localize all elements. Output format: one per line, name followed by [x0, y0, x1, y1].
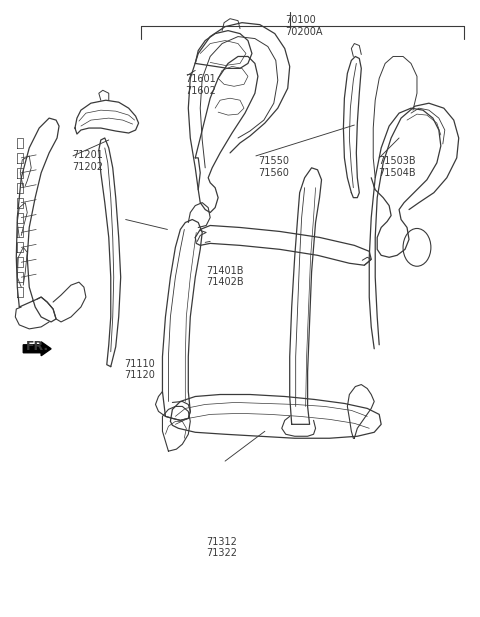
Text: 71550
71560: 71550 71560	[258, 156, 289, 178]
Text: 71503B
71504B: 71503B 71504B	[378, 156, 416, 178]
Text: 71601
71602: 71601 71602	[185, 74, 216, 96]
FancyArrow shape	[23, 342, 51, 356]
Text: 71110
71120: 71110 71120	[124, 359, 156, 381]
Text: 71401B
71402B: 71401B 71402B	[206, 265, 244, 287]
Text: 71312
71322: 71312 71322	[206, 537, 238, 558]
Text: 70100
70200A: 70100 70200A	[285, 15, 323, 37]
Text: FR.: FR.	[26, 341, 49, 354]
Text: 71201
71202: 71201 71202	[72, 150, 103, 172]
